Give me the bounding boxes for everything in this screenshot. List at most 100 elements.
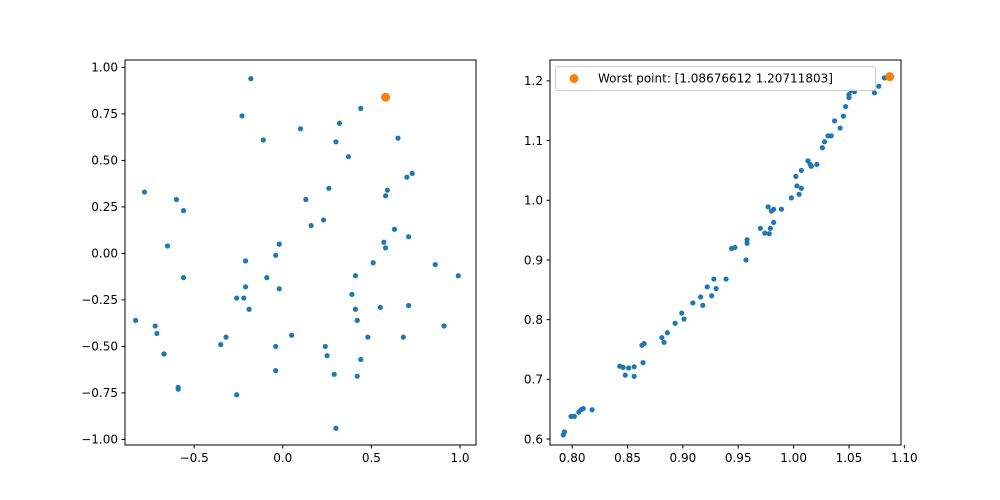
left-series-0-point-0 xyxy=(248,76,254,82)
left-series-0-point-9 xyxy=(409,170,415,177)
left-series-0-point-20 xyxy=(391,226,398,232)
left-series-0-point-48 xyxy=(289,332,295,338)
left-series-0-point-30 xyxy=(455,273,461,279)
left-series-0-point-25 xyxy=(276,241,282,247)
left-series-0-point-19 xyxy=(308,222,314,229)
right-plot-frame xyxy=(549,59,902,446)
left-series-0-point-13 xyxy=(141,189,148,195)
left-series-0-point-36 xyxy=(349,291,355,297)
right-series-0-point-59 xyxy=(831,118,838,124)
left-series-0-point-41 xyxy=(406,302,412,309)
right-series-0-point-45 xyxy=(788,195,794,201)
right-series-0-point-38 xyxy=(765,204,771,210)
right-y-tick-label-4: 1.0 xyxy=(524,194,543,208)
right-series-0-point-15 xyxy=(640,360,646,366)
right-series-0-point-26 xyxy=(704,284,710,290)
right-y-tick-label-1: 0.7 xyxy=(524,373,543,387)
left-y-tick-label-5: 0.25 xyxy=(91,200,118,214)
left-series-0-point-51 xyxy=(400,334,406,340)
right-plot-area xyxy=(550,60,901,445)
right-series-0-point-33 xyxy=(743,257,749,263)
right-series-0-point-1 xyxy=(561,429,567,435)
right-series-0-point-58 xyxy=(828,133,834,139)
right-series-0-point-7 xyxy=(589,407,595,413)
left-series-0-point-58 xyxy=(273,368,279,374)
left-series-0-point-54 xyxy=(322,343,328,350)
right-series-0-point-3 xyxy=(571,413,577,419)
left-series-0-point-53 xyxy=(273,343,279,350)
left-points-layer xyxy=(133,76,461,431)
left-series-0-point-15 xyxy=(180,208,187,214)
right-y-tick-label-5: 1.1 xyxy=(524,134,543,148)
left-series-0-point-50 xyxy=(365,334,371,340)
left-x-tick-label-3: 1.0 xyxy=(450,451,469,465)
left-series-0-point-26 xyxy=(273,252,279,258)
left-series-0-point-18 xyxy=(320,217,327,223)
left-x-tick-label-1: 0.0 xyxy=(273,451,292,465)
right-series-0-point-28 xyxy=(711,276,717,282)
right-series-0-point-53 xyxy=(808,163,814,169)
left-series-0-point-55 xyxy=(161,351,167,357)
legend-marker-worst-point xyxy=(569,74,579,83)
right-points-layer xyxy=(560,72,895,438)
right-series-0-point-27 xyxy=(709,293,715,299)
left-series-0-point-24 xyxy=(164,243,171,249)
right-series-0-point-23 xyxy=(690,300,696,306)
left-plot-area xyxy=(125,60,476,445)
right-series-0-point-25 xyxy=(700,302,706,308)
left-y-tick-label-7: 0.75 xyxy=(91,107,118,121)
right-series-0-point-34 xyxy=(744,240,750,246)
right-series-0-point-21 xyxy=(679,310,685,316)
left-series-0-point-63 xyxy=(234,392,240,398)
left-y-tick-label-4: 0.00 xyxy=(91,247,118,261)
right-y-tick-label-0: 0.6 xyxy=(524,432,543,446)
right-series-0-point-67 xyxy=(871,90,878,96)
left-series-0-point-5 xyxy=(358,105,364,111)
left-series-0-point-17 xyxy=(303,196,309,203)
right-series-0-point-22 xyxy=(681,316,687,322)
right-series-0-point-30 xyxy=(723,276,729,282)
right-x-tick-label-3: 0.95 xyxy=(725,451,752,465)
right-series-0-point-18 xyxy=(661,339,667,345)
left-series-0-point-14 xyxy=(173,196,180,203)
left-series-0-point-10 xyxy=(404,174,410,180)
left-series-0-point-7 xyxy=(345,154,351,160)
right-x-tick-label-0: 0.80 xyxy=(559,451,586,465)
right-series-0-point-32 xyxy=(732,244,738,251)
left-series-0-point-52 xyxy=(218,341,224,348)
left-series-1-point-0 xyxy=(381,92,391,102)
left-series-0-point-38 xyxy=(241,295,247,301)
right-series-0-point-49 xyxy=(798,167,804,174)
right-series-0-point-36 xyxy=(757,225,763,231)
legend-box xyxy=(555,66,876,91)
left-series-0-point-59 xyxy=(331,371,337,377)
left-series-0-point-31 xyxy=(180,275,187,281)
left-y-tick-label-6: 0.50 xyxy=(91,154,118,168)
left-series-0-point-4 xyxy=(336,120,343,126)
left-y-tick-label-8: 1.00 xyxy=(91,61,118,75)
right-series-0-point-48 xyxy=(796,191,802,197)
right-series-0-point-62 xyxy=(843,103,849,110)
right-series-0-point-24 xyxy=(697,294,704,300)
left-series-0-point-39 xyxy=(246,306,252,312)
right-series-0-point-56 xyxy=(822,139,828,145)
left-series-0-point-34 xyxy=(242,284,249,290)
right-series-0-point-13 xyxy=(631,373,637,379)
left-series-0-point-44 xyxy=(152,323,158,329)
left-series-0-point-64 xyxy=(333,425,339,431)
left-series-0-point-46 xyxy=(354,317,360,323)
right-y-tick-label-6: 1.2 xyxy=(524,74,543,88)
legend: Worst point: [1.08676612 1.20711803] xyxy=(555,66,876,91)
right-series-0-point-10 xyxy=(622,372,628,378)
right-x-tick-label-5: 1.05 xyxy=(836,451,863,465)
right-series-0-point-68 xyxy=(876,83,882,89)
left-series-0-point-12 xyxy=(382,193,389,199)
left-series-0-point-21 xyxy=(406,234,412,240)
left-y-tick-label-0: −1.00 xyxy=(81,433,118,447)
right-series-0-point-12 xyxy=(631,364,637,370)
left-x-tick-label-0: −0.5 xyxy=(180,451,209,465)
right-x-tick-label-6: 1.10 xyxy=(891,451,918,465)
left-series-0-point-6 xyxy=(333,139,339,145)
left-series-0-point-28 xyxy=(370,260,376,266)
